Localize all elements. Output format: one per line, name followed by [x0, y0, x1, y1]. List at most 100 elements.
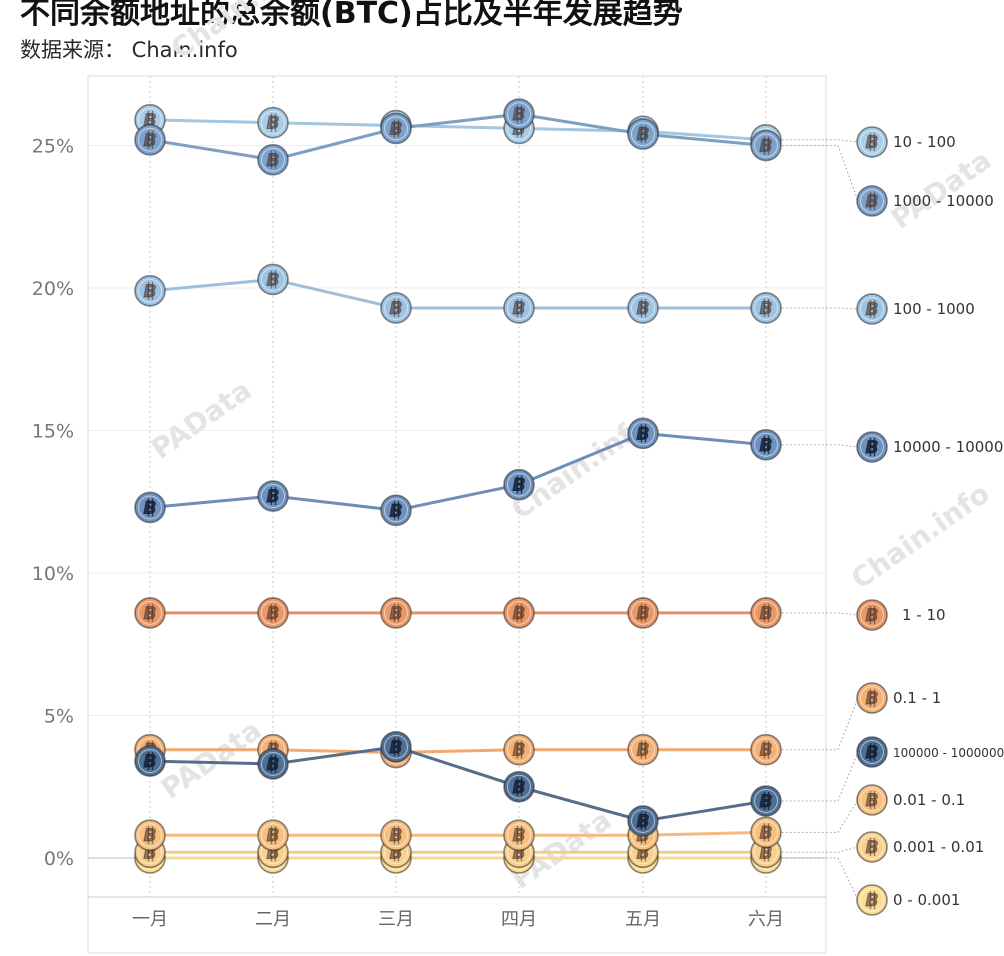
- legend: 10 - 100 1000 - 10000 100 - 1000 10000 - 10…: [782, 126, 1004, 916]
- x-tick-label: 三月: [378, 909, 414, 930]
- data-point-100-1000: [627, 292, 659, 324]
- data-point-10000-100000: [750, 428, 782, 461]
- data-point-100-1000: [380, 292, 412, 324]
- y-tick-label: 0%: [44, 848, 74, 870]
- legend-leader-line: [782, 612, 859, 616]
- legend-label: 100 - 1000: [893, 300, 975, 318]
- gridlines: [88, 76, 826, 897]
- watermark-text: Chain.info: [845, 477, 995, 596]
- data-point-1-10: [257, 597, 289, 629]
- series-line-10-100: [149, 118, 767, 142]
- legend-icon-1000-10000: [856, 185, 888, 217]
- data-point-1-10: [750, 597, 782, 629]
- legend-icon-10-100: [856, 126, 888, 158]
- legend-leader-line: [782, 307, 859, 310]
- series-lines: [149, 112, 767, 860]
- data-point-1000-10000: [380, 112, 412, 145]
- legend-icon-1-10: [856, 599, 888, 631]
- legend-leader-line: [782, 857, 859, 901]
- data-point-100000-1000000: [503, 770, 535, 803]
- x-tick-label: 五月: [625, 909, 661, 930]
- legend-leader-line: [782, 697, 859, 751]
- data-point-100000-1000000: [627, 805, 659, 837]
- y-tick-label: 10%: [32, 563, 74, 585]
- y-tick-label: 15%: [32, 421, 74, 443]
- series-line-100-1000: [149, 277, 766, 310]
- legend-label: 10 - 100: [893, 133, 956, 151]
- legend-leader-line: [782, 799, 859, 833]
- data-point-1-10: [380, 597, 412, 629]
- data-point-1-10: [627, 597, 659, 629]
- data-point-10000-100000: [627, 417, 659, 450]
- series-line-10000-100000: [149, 431, 767, 512]
- legend-label: 100000 - 1000000: [893, 746, 1004, 760]
- legend-label: 0.01 - 0.1: [893, 791, 965, 809]
- watermark-text: Chain.info: [165, 0, 315, 66]
- x-tick-label: 二月: [255, 909, 291, 930]
- data-point-0-1-1: [627, 733, 659, 766]
- data-point-0-1-1: [503, 733, 535, 766]
- data-point-1-10: [134, 597, 166, 629]
- data-point-1000-10000: [134, 124, 166, 156]
- data-point-100000-1000000: [134, 745, 166, 777]
- data-point-1000-10000: [503, 98, 535, 130]
- legend-label: 0.1 - 1: [893, 689, 941, 707]
- data-point-0-01-0-1: [750, 816, 782, 849]
- series-line-100000-1000000: [149, 745, 767, 823]
- x-tick-label: 四月: [501, 909, 537, 930]
- legend-icon-0-1-1: [856, 682, 888, 714]
- data-point-100000-1000000: [380, 731, 412, 763]
- plot-frame: [87, 75, 827, 954]
- legend-leader-line: [782, 751, 859, 802]
- chart-title: 不同余额地址的总余额(BTC)占比及半年发展趋势: [20, 0, 683, 31]
- y-tick-label: 5%: [44, 706, 74, 728]
- data-point-100-1000: [503, 292, 535, 324]
- data-point-0-01-0-1: [380, 819, 412, 852]
- legend-icon-0-01-0-1: [856, 784, 888, 816]
- watermark-text: PAData: [145, 373, 257, 465]
- data-point-0-01-0-1: [257, 819, 289, 852]
- legend-icon-0-001-0-01: [856, 831, 888, 863]
- legend-label: 0 - 0.001: [893, 891, 960, 909]
- legend-icon-10000-100000: [856, 431, 888, 463]
- data-point-10000-100000: [503, 468, 535, 501]
- legend-label: 1 - 10: [902, 606, 946, 624]
- y-tick-label: 25%: [32, 136, 74, 158]
- data-point-1000-10000: [750, 129, 782, 162]
- legend-label: 10000 - 100000: [893, 438, 1004, 456]
- watermark-text: PAData: [885, 143, 997, 235]
- series-line-0-1-1: [150, 748, 766, 755]
- legend-leader-line: [782, 139, 859, 143]
- data-point-1-10: [503, 597, 535, 629]
- data-point-10000-100000: [257, 480, 289, 512]
- data-point-10-100: [257, 106, 289, 139]
- legend-leader-line: [782, 145, 859, 202]
- data-point-100000-1000000: [750, 785, 782, 817]
- legend-label: 1000 - 10000: [893, 192, 994, 210]
- data-point-0-01-0-1: [134, 819, 166, 852]
- data-point-100-1000: [750, 292, 782, 324]
- legend-leader-line: [782, 846, 859, 853]
- data-point-0-01-0-1: [503, 819, 535, 852]
- x-tick-label: 一月: [132, 909, 168, 930]
- data-point-10000-100000: [134, 491, 166, 524]
- legend-icon-0-0-001: [856, 884, 888, 916]
- y-tick-label: 20%: [32, 278, 74, 300]
- axes: 0% 5% 10% 15% 20% 25% 一月 二月 三月 四月 五月 六月: [32, 75, 827, 954]
- data-point-10000-100000: [380, 494, 412, 527]
- data-point-1000-10000: [257, 143, 289, 176]
- legend-label: 0.001 - 0.01: [893, 838, 984, 856]
- watermark-text: PAData: [155, 713, 267, 805]
- series-line-0-01-0-1: [150, 830, 767, 837]
- legend-leader-line: [782, 444, 859, 448]
- data-point-1000-10000: [627, 118, 659, 150]
- series-markers: [134, 98, 782, 874]
- legend-icon-100-1000: [856, 293, 888, 325]
- data-point-100-1000: [134, 275, 166, 307]
- data-point-0-1-1: [750, 733, 782, 766]
- series-line-1000-10000: [149, 112, 767, 162]
- chart-source: 数据来源： Chain.info: [20, 38, 238, 62]
- data-point-100-1000: [257, 263, 289, 296]
- x-tick-label: 六月: [748, 909, 784, 930]
